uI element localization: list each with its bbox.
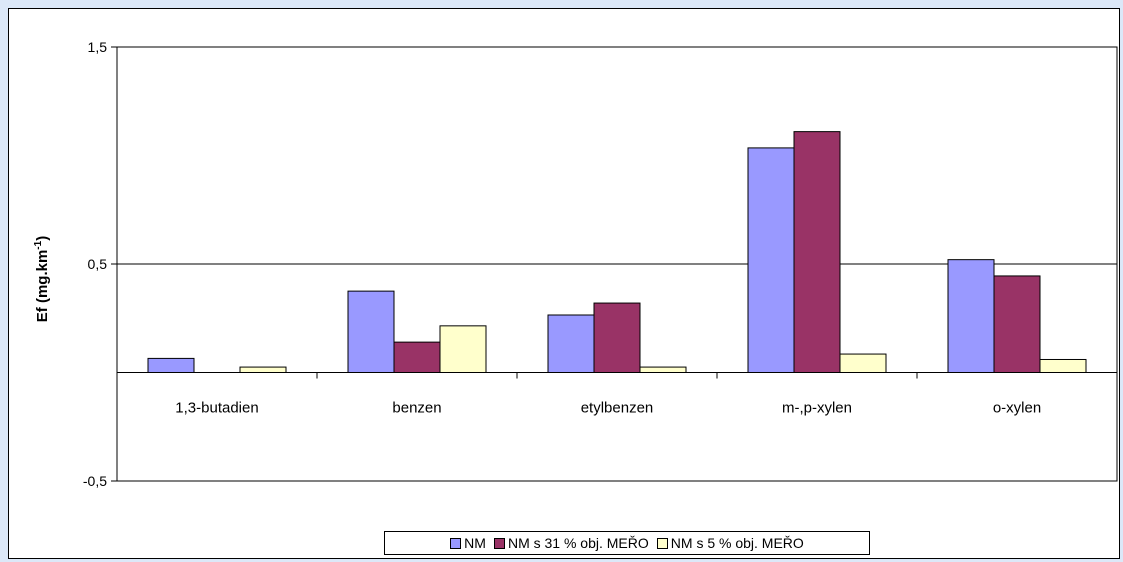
bar: [993, 275, 1041, 373]
bar: [839, 353, 887, 373]
legend-label: NM s 5 % obj. MEŘO: [670, 535, 804, 551]
bar: [393, 341, 441, 373]
legend-item: NM s 31 % obj. MEŘO: [493, 535, 649, 551]
legend-item: NM: [450, 535, 486, 551]
category-label: benzen: [392, 400, 441, 417]
legend-swatch: [656, 537, 668, 549]
bars: [147, 131, 1087, 374]
bar: [593, 302, 641, 373]
legend-swatch: [450, 537, 462, 549]
legend-label: NM: [464, 535, 486, 551]
legend-swatch: [493, 537, 505, 549]
bar: [947, 259, 995, 373]
bar: [747, 147, 795, 373]
axes: [111, 46, 1118, 482]
bar: [793, 131, 841, 373]
bar: [639, 366, 687, 374]
bar: [239, 366, 287, 374]
bar: [147, 357, 195, 373]
y-tick-label: 1,5: [88, 39, 108, 55]
bar: [347, 290, 395, 373]
chart-area: -0,5 0,5 1,5 1,3-butadien benzen etylbenzen m-…: [8, 8, 1120, 559]
legend-item: NM s 5 % obj. MEŘO: [656, 535, 804, 551]
legend-label: NM s 31 % obj. MEŘO: [507, 535, 649, 551]
category-label: etylbenzen: [581, 400, 654, 417]
bar-chart: -0,5 0,5 1,5 1,3-butadien benzen etylbenzen m-…: [33, 39, 1118, 489]
category-label: 1,3-butadien: [175, 400, 258, 417]
bar: [1039, 358, 1087, 374]
y-tick-label: 0,5: [88, 256, 108, 272]
chart-legend: NM NM s 31 % obj. MEŘO NM s 5 % obj. MEŘO: [384, 531, 870, 555]
y-tick-label: -0,5: [83, 473, 107, 489]
axis-labels: -0,5 0,5 1,5 1,3-butadien benzen etylbenzen m-…: [83, 39, 1041, 489]
y-axis-label: Ef (mg.km-1): [33, 236, 51, 322]
bar: [439, 325, 487, 373]
category-label: o-xylen: [993, 400, 1041, 417]
category-label: m-,p-xylen: [782, 400, 852, 417]
bar: [547, 314, 595, 373]
